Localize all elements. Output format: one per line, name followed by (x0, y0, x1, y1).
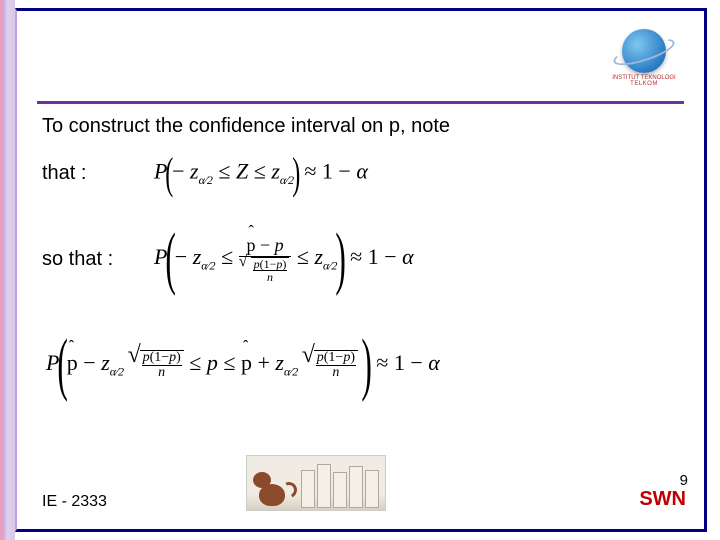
eq3-formula: P(p − zα⁄2 √p(1−p)n ≤ p ≤ p + zα⁄2 √p(1−… (46, 325, 440, 405)
equation-row-1: that : P(− zα⁄2 ≤ Z ≤ zα⁄2) ≈ 1 − α (42, 148, 684, 199)
intro-text: To construct the confidence interval on … (42, 115, 684, 138)
equation-row-2: so that : P(− zα⁄2 ≤ p − p √p(1−p)n ≤ zα… (42, 219, 684, 299)
logo-text-line2: TELKOM (604, 81, 684, 87)
eq2-formula: P(− zα⁄2 ≤ p − p √p(1−p)n ≤ zα⁄2) ≈ 1 − … (154, 219, 414, 299)
left-accent-stripe (0, 0, 15, 540)
equation-row-3: P(p − zα⁄2 √p(1−p)n ≤ p ≤ p + zα⁄2 √p(1−… (42, 325, 684, 405)
author-initials: SWN (639, 488, 686, 510)
title-divider (37, 101, 684, 104)
institution-logo: INSTITUT TEKNOLOGI TELKOM (604, 29, 684, 87)
monkey-icon (253, 470, 293, 508)
slide-frame: INSTITUT TEKNOLOGI TELKOM To construct t… (15, 8, 707, 532)
eq1-formula: P(− zα⁄2 ≤ Z ≤ zα⁄2) ≈ 1 − α (154, 148, 368, 199)
page-number: 9 (680, 472, 688, 489)
decorative-image (246, 455, 386, 511)
eq2-label: so that : (42, 248, 154, 271)
slide-footer: IE - 2333 SWN 9 (42, 455, 686, 511)
fence-icon (301, 464, 381, 508)
slide-content: To construct the confidence interval on … (42, 115, 684, 425)
eq1-label: that : (42, 162, 154, 185)
globe-icon (622, 29, 666, 73)
course-code: IE - 2333 (42, 493, 107, 511)
